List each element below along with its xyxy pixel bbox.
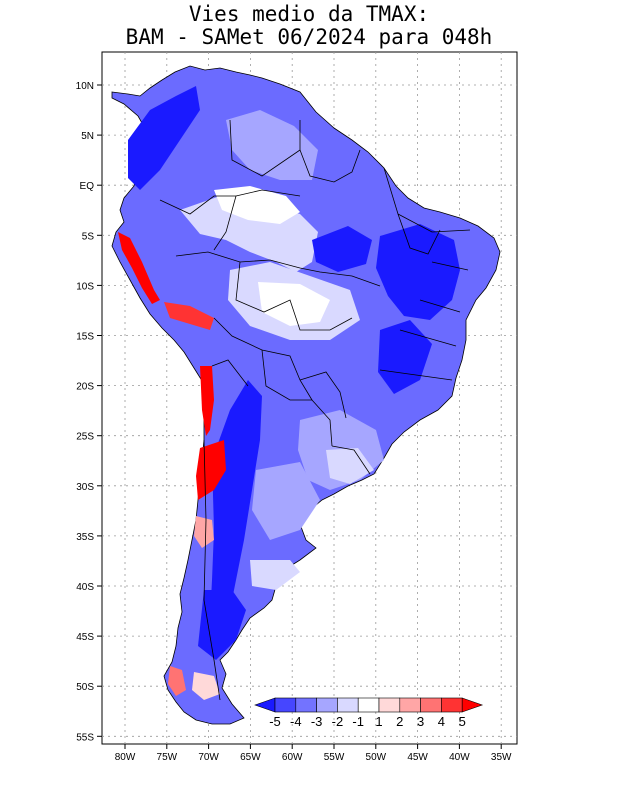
strong-cold-bias-patagonia: [198, 590, 246, 660]
light-bias-patagonia: [250, 560, 300, 590]
colorbar-label: -2: [332, 714, 344, 729]
map-title-line1: Vies medio da TMAX:: [188, 2, 430, 26]
colorbar-label: 5: [459, 714, 466, 729]
longitude-label: 40W: [449, 752, 470, 763]
longitude-label: 50W: [366, 752, 387, 763]
map-frame: [101, 51, 518, 745]
latitude-label: 5S: [82, 231, 95, 242]
colorbar-label: 2: [396, 714, 403, 729]
longitude-label: 60W: [282, 752, 303, 763]
strong-cold-bias-amazon: [312, 226, 372, 272]
warm-bias-tierra-del-fuego: [168, 666, 186, 696]
latitude-label: 10S: [76, 281, 94, 292]
colorbar-swatch: [357, 697, 380, 713]
light-bias-uruguay: [326, 448, 374, 484]
latitude-label: 25S: [76, 432, 94, 443]
warm-bias-peru-andes: [164, 302, 214, 330]
colorbar-label: -1: [352, 714, 364, 729]
longitude-label: 80W: [115, 752, 136, 763]
colorbar: [254, 697, 484, 713]
colorbar-swatch: [274, 697, 297, 713]
colorbar-label: -3: [311, 714, 323, 729]
longitude-label: 35W: [491, 752, 512, 763]
latitude-label: EQ: [80, 181, 95, 192]
colorbar-labels: -5 -4 -3 -2 -1 1 2 3 4 5: [269, 714, 466, 729]
colorbar-swatch: [378, 697, 401, 713]
colorbar-label: 4: [438, 714, 445, 729]
longitude-label: 45W: [407, 752, 428, 763]
warm-bias-chile-south: [194, 516, 214, 548]
strong-cold-bias-colombia: [128, 86, 200, 190]
longitude-label: 55W: [324, 752, 345, 763]
longitude-label: 65W: [240, 752, 261, 763]
colorbar-label: 1: [375, 714, 382, 729]
south-america-bias-field: [111, 65, 501, 725]
neutral-bias-central: [258, 282, 330, 326]
colorbar-swatch: [441, 697, 463, 713]
colorbar-swatch: [295, 697, 317, 713]
colorbar-label: 3: [417, 714, 424, 729]
latitude-label: 30S: [76, 482, 94, 493]
neutral-bias-amazon: [214, 186, 300, 224]
map-title-line2: BAM - SAMet 06/2024 para 048h: [125, 25, 493, 49]
colorbar-swatch: [316, 697, 338, 713]
warm-bias-chile-north: [200, 366, 214, 436]
country-borders: [159, 119, 471, 701]
latitude-label: 40S: [76, 582, 94, 593]
latitude-label: 45S: [76, 632, 94, 643]
warm-bias-chile-central: [196, 440, 226, 500]
colorbar-swatch: [420, 697, 442, 713]
latitude-labels: 10N 5N EQ 5S 10S 15S 20S 25S 30S 35S 40S 45S 50S 55S: [76, 81, 95, 743]
warm-bias-patagonia-south: [192, 672, 220, 700]
latitude-label: 5N: [81, 131, 94, 142]
colorbar-min-arrow: [254, 697, 276, 713]
light-bias-pampas: [252, 462, 320, 540]
latitude-label: 10N: [76, 81, 94, 92]
longitude-labels: 80W 75W 70W 65W 60W 55W 50W 45W 40W 35W: [115, 752, 512, 763]
colorbar-label: -4: [290, 714, 302, 729]
latitude-label: 55S: [76, 732, 94, 743]
latitude-label: 35S: [76, 532, 94, 543]
longitude-label: 75W: [157, 752, 178, 763]
longitude-label: 70W: [198, 752, 219, 763]
colorbar-max-arrow: [461, 697, 484, 713]
colorbar-swatch: [337, 697, 359, 713]
latitude-label: 15S: [76, 332, 94, 343]
colorbar-swatch: [399, 697, 421, 713]
light-bias-guianas: [226, 110, 318, 180]
latitude-label: 20S: [76, 382, 94, 393]
strong-cold-bias-northeast: [376, 224, 460, 320]
colorbar-label: -5: [269, 714, 281, 729]
latitude-label: 50S: [76, 682, 94, 693]
warm-bias-peru-coast: [118, 232, 160, 304]
